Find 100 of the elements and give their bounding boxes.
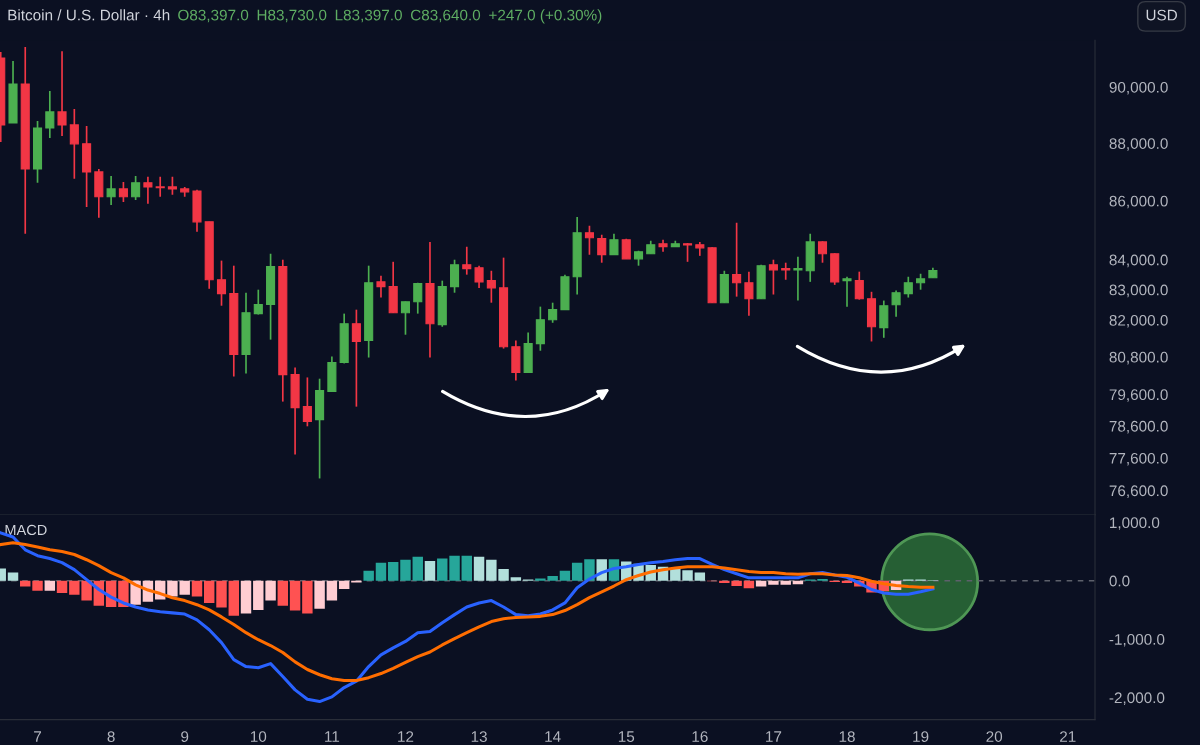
text: USD xyxy=(1146,9,1177,21)
text: +247.0 (+0.30%) xyxy=(489,9,602,24)
bar xyxy=(228,580,240,616)
x-tick-label: 8 xyxy=(107,731,115,742)
bar xyxy=(559,570,571,581)
bar xyxy=(338,580,350,589)
candlestick xyxy=(351,308,361,408)
candlestick xyxy=(584,224,594,256)
candlestick xyxy=(143,175,153,205)
candlestick xyxy=(744,270,754,317)
candlestick xyxy=(450,258,460,294)
x-tick-label: 9 xyxy=(181,731,189,742)
candlestick xyxy=(891,289,901,318)
y-tick-label: 88,000.0 xyxy=(1109,138,1168,151)
candlestick xyxy=(682,242,693,263)
bar xyxy=(437,558,448,581)
bar xyxy=(203,580,215,603)
candlestick xyxy=(842,275,852,308)
bar xyxy=(449,555,460,581)
y-tick-label: -1,000.0 xyxy=(1109,633,1165,647)
bar xyxy=(375,562,387,581)
bar xyxy=(216,580,227,608)
line-series xyxy=(0,541,935,683)
x-tick-label: 12 xyxy=(398,731,414,742)
x-tick-label: 14 xyxy=(545,731,561,742)
candlestick xyxy=(106,175,116,206)
bar xyxy=(326,580,338,601)
candlestick xyxy=(548,301,558,324)
chart-title: MACD xyxy=(5,524,47,536)
candlestick xyxy=(903,275,913,299)
bar xyxy=(289,580,301,611)
bar xyxy=(302,580,313,614)
bar xyxy=(412,556,423,581)
x-tick-label: 7 xyxy=(34,731,42,742)
x-tick-label: 19 xyxy=(913,731,929,742)
text: H83,730.0 xyxy=(257,9,327,23)
x-tick-label: 20 xyxy=(986,731,1003,742)
candlestick xyxy=(118,181,128,203)
candlestick xyxy=(474,264,484,289)
candlestick xyxy=(131,175,141,201)
candlestick xyxy=(535,305,545,352)
bar xyxy=(56,580,68,594)
candlestick xyxy=(879,299,889,339)
x-tick-label: 16 xyxy=(692,731,708,742)
text: O83,397.0 xyxy=(178,9,249,23)
candlestick xyxy=(817,240,828,264)
bar xyxy=(20,580,31,587)
candlestick xyxy=(609,232,619,256)
chart-title: Bitcoin / U.S. Dollar · 4h xyxy=(8,9,170,21)
candlestick xyxy=(302,376,312,428)
candlestick xyxy=(57,50,67,137)
candlestick xyxy=(793,255,803,302)
bar xyxy=(44,580,56,591)
bar xyxy=(32,580,43,591)
bar xyxy=(694,572,706,581)
y-tick-label: -2,000.0 xyxy=(1109,692,1165,705)
candlestick xyxy=(253,288,263,316)
candlestick xyxy=(376,275,386,299)
y-tick-label: 82,000.0 xyxy=(1109,314,1168,328)
y-tick-label: 0.0 xyxy=(1109,575,1130,587)
bar xyxy=(461,555,472,581)
x-tick-label: 11 xyxy=(325,731,340,742)
candlestick xyxy=(45,90,55,139)
candlestick xyxy=(768,258,778,296)
bar xyxy=(473,556,485,581)
y-tick-label: 90,000.0 xyxy=(1109,81,1168,95)
x-tick-label: 13 xyxy=(471,731,487,742)
x-tick-label: 15 xyxy=(618,731,635,742)
y-tick-label: 80,800.0 xyxy=(1109,351,1168,365)
y-tick-label: 76,600.0 xyxy=(1109,485,1168,498)
x-tick-label: 17 xyxy=(766,731,782,742)
bar xyxy=(387,562,399,581)
bar xyxy=(571,562,583,581)
x-tick-label: 18 xyxy=(839,731,855,742)
bar xyxy=(363,570,374,581)
bar xyxy=(240,580,252,614)
candlestick xyxy=(400,300,411,336)
bar xyxy=(424,560,436,581)
text: L83,397.0 xyxy=(335,9,402,23)
bar xyxy=(755,580,767,587)
bar xyxy=(510,577,522,581)
candlestick xyxy=(155,175,165,198)
y-tick-label: 86,000.0 xyxy=(1109,195,1168,209)
y-tick-label: 77,600.0 xyxy=(1109,452,1168,466)
y-tick-label: 78,600.0 xyxy=(1109,420,1168,434)
text: C83,640.0 xyxy=(410,9,481,23)
bar xyxy=(314,580,325,609)
bar xyxy=(191,580,203,597)
candlestick xyxy=(732,221,742,298)
candlestick xyxy=(854,270,864,301)
x-tick-label: 10 xyxy=(250,731,267,742)
x-tick-label: 21 xyxy=(1060,731,1076,742)
bar xyxy=(277,580,289,606)
y-tick-label: 79,600.0 xyxy=(1109,389,1168,402)
y-tick-label: 84,000.0 xyxy=(1109,254,1168,268)
y-tick-label: 1,000.0 xyxy=(1110,517,1160,530)
bar xyxy=(400,559,411,581)
candlestick xyxy=(462,245,472,276)
candlestick xyxy=(216,259,227,307)
candlestick xyxy=(486,269,496,304)
